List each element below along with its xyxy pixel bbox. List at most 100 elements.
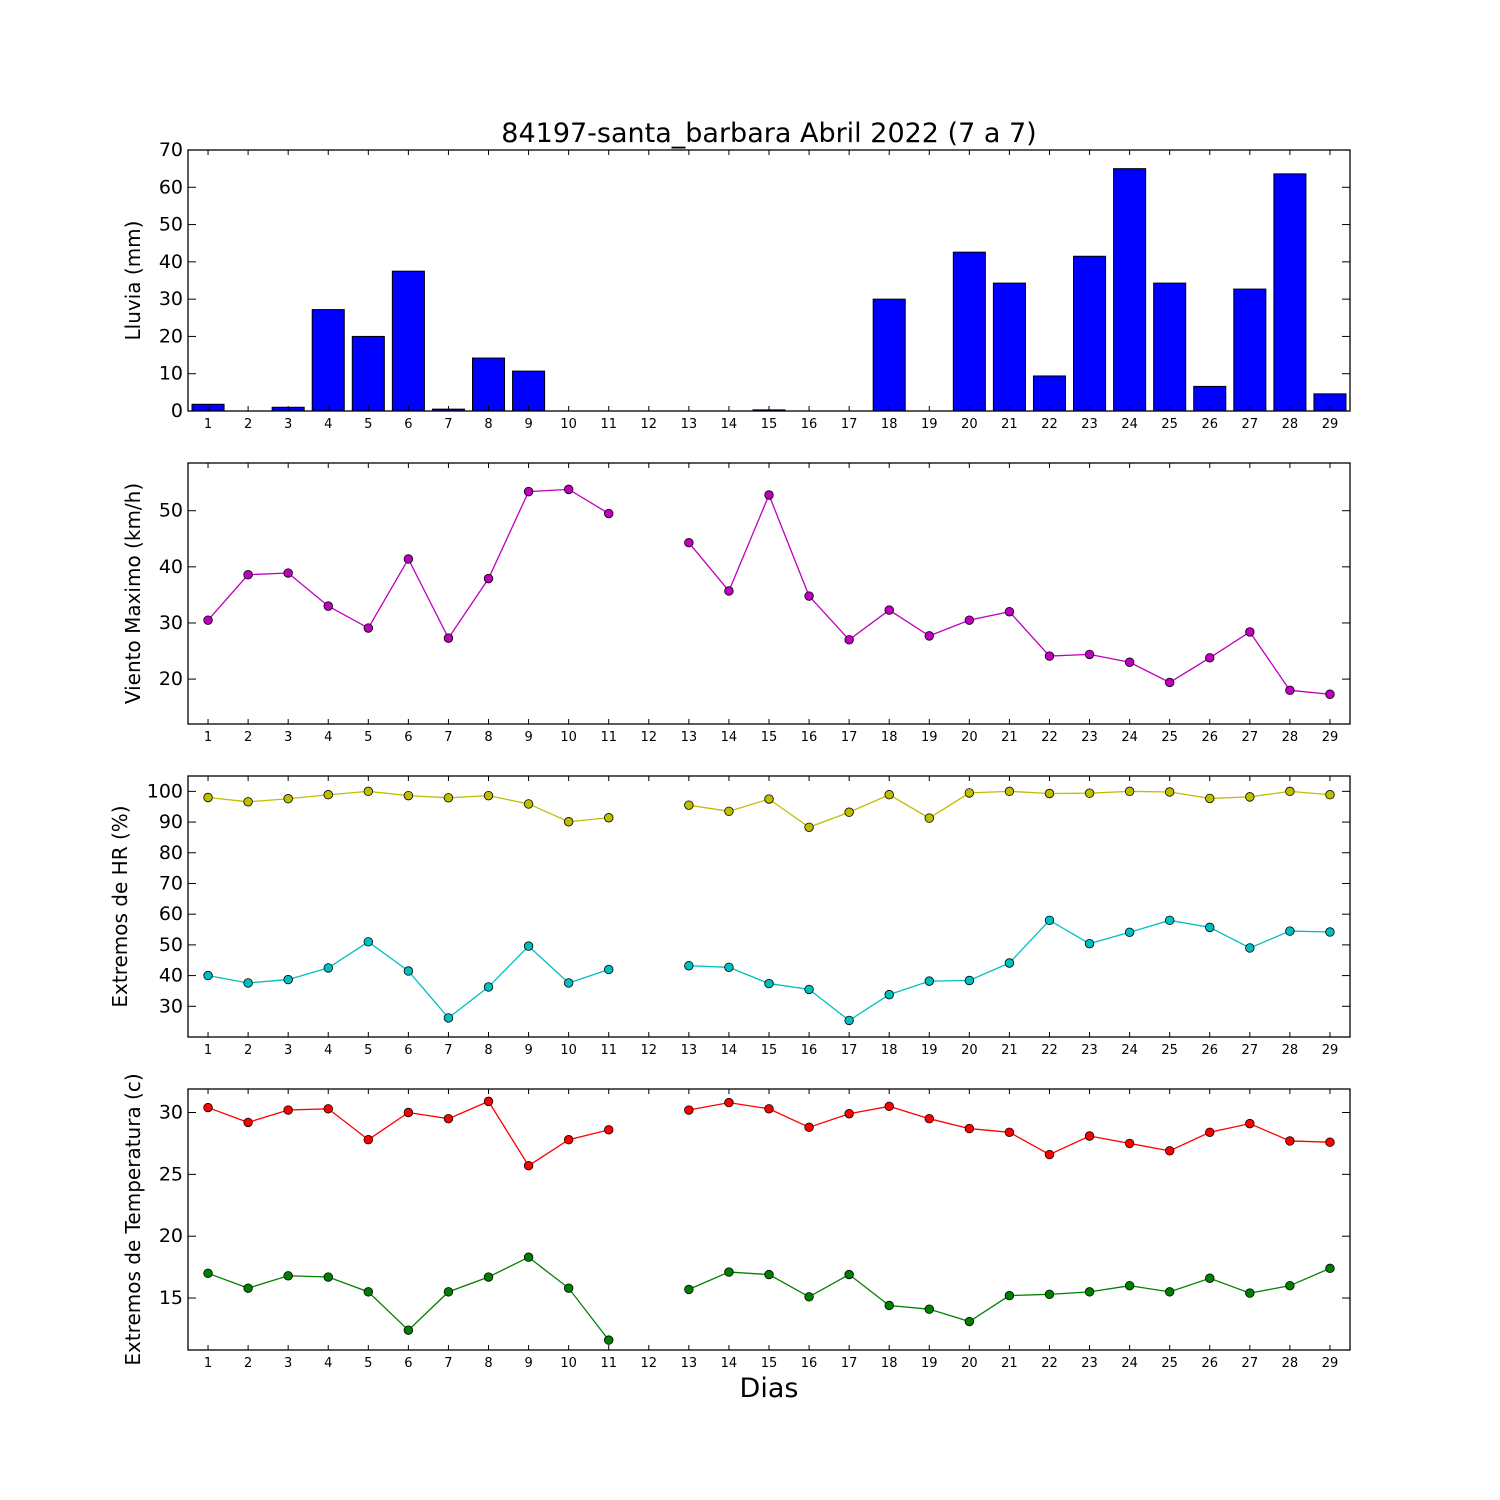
x-tick-label: 18 [881,1356,898,1371]
rain-bar-day-23 [1073,255,1107,412]
series-0-point-day-7 [443,793,454,803]
x-tick-label: 23 [1081,1043,1098,1058]
x-tick-label: 17 [841,730,858,745]
x-tick-label: 12 [641,1356,658,1371]
rain-bar-day-22 [1032,375,1067,412]
series-0-point-day-13 [684,538,694,548]
x-tick-label: 15 [761,417,778,432]
x-tick-label: 7 [444,1043,452,1058]
figure-title: 84197-santa_barbara Abril 2022 (7 a 7) [501,118,1036,149]
y-tick-label: 30 [159,995,183,1017]
series-0-point-day-6 [403,790,414,801]
x-tick-label: 4 [324,1356,332,1371]
series-0-point-day-9 [523,486,534,497]
x-tick-label: 3 [284,730,292,745]
x-tick-label: 23 [1081,1356,1098,1371]
series-0-point-day-25 [1164,1146,1175,1156]
series-1-point-day-2 [243,1283,253,1293]
x-tick-label: 18 [881,417,898,432]
x-tick-label: 22 [1041,730,1058,745]
x-tick-label: 29 [1322,417,1339,432]
x-tick-label: 11 [600,730,617,745]
x-tick-label: 27 [1242,730,1259,745]
series-0-point-day-28 [1285,1136,1295,1146]
temperature-extremes-panel: 1 2 3 4 5 6 7 8 9 10 11 12 13 14 15 16 17 18 19 20 21 22 23 24 2… [121,1073,1351,1371]
series-0-point-day-7 [443,1113,454,1124]
x-tick-label: 8 [484,730,492,745]
series-0-point-day-27 [1245,792,1255,802]
x-tick-label: 4 [324,730,332,745]
series-1-point-day-26 [1205,922,1215,933]
x-tick-label: 22 [1041,1356,1058,1371]
series-0-point-day-23 [1084,649,1095,660]
rain-bar-day-6 [391,270,425,412]
x-tick-label: 27 [1242,1356,1259,1371]
series-1-point-day-23 [1084,1287,1095,1297]
y-tick-label: 30 [159,1102,183,1124]
y-tick-label: 0 [171,400,183,422]
series-0-point-day-13 [684,800,694,810]
x-tick-label: 21 [1001,1043,1018,1058]
series-0-point-day-20 [964,788,975,798]
series-0-line-segment-1 [688,790,1331,829]
series-0-point-day-14 [724,1097,734,1108]
series-1-line-segment-1 [688,919,1330,1022]
x-tick-label: 20 [961,730,978,745]
series-0-point-day-5 [363,1135,374,1145]
x-tick-label: 3 [284,417,292,432]
series-1-point-day-7 [443,1287,454,1297]
series-0-point-day-17 [844,1109,854,1119]
series-0-point-day-28 [1285,685,1295,696]
y-tick-label: 100 [147,780,183,802]
series-1-point-day-20 [964,1316,975,1327]
series-0-line-segment-0 [207,488,610,640]
y-axis-label: Viento Maximo (km/h) [121,483,145,704]
y-tick-label: 10 [159,363,183,385]
series-0-point-day-14 [724,806,734,817]
x-tick-label: 20 [961,1356,978,1371]
series-0-point-day-18 [884,605,894,615]
series-0-point-day-10 [563,484,574,495]
series-0-point-day-11 [604,1125,614,1135]
series-0-point-day-1 [203,1102,213,1113]
series-1-point-day-19 [924,1304,934,1314]
x-tick-label: 6 [404,1356,412,1371]
series-0-point-day-20 [964,1123,975,1134]
series-1-point-day-16 [804,984,814,995]
series-0-point-day-24 [1124,1138,1135,1149]
x-tick-label: 14 [721,730,738,745]
x-tick-label: 17 [841,1356,858,1371]
series-1-point-day-1 [203,970,213,981]
series-0-point-day-29 [1325,1137,1335,1147]
series-0-point-day-16 [804,591,814,601]
rain-bar-day-25 [1153,282,1187,412]
series-0-point-day-18 [884,1101,894,1112]
series-1-point-day-11 [604,1335,614,1345]
series-1-point-day-15 [764,1269,774,1280]
series-1-point-day-9 [523,1252,534,1262]
x-tick-label: 6 [404,1043,412,1058]
series-0-point-day-19 [924,1113,934,1124]
y-tick-label: 40 [159,251,183,273]
series-0-point-day-1 [203,792,213,803]
y-tick-label: 40 [159,965,183,987]
series-0-point-day-15 [764,794,774,804]
y-tick-label: 70 [159,139,183,161]
series-1-point-day-28 [1285,1280,1295,1291]
x-tick-label: 19 [921,417,938,432]
x-tick-label: 17 [841,1043,858,1058]
series-0-point-day-27 [1245,627,1255,637]
series-1-point-day-10 [563,978,574,988]
x-tick-label: 16 [801,1043,818,1058]
series-1-point-day-16 [804,1292,814,1302]
series-0-point-day-26 [1205,653,1215,663]
series-1-point-day-15 [764,978,774,989]
x-tick-label: 26 [1201,1043,1218,1058]
series-1-point-day-2 [243,978,253,988]
series-0-point-day-17 [844,807,854,817]
series-0-line-segment-1 [688,493,1331,695]
x-tick-label: 12 [641,417,658,432]
x-tick-label: 19 [921,1356,938,1371]
x-tick-label: 24 [1121,1356,1138,1371]
series-1-point-day-25 [1164,915,1175,926]
